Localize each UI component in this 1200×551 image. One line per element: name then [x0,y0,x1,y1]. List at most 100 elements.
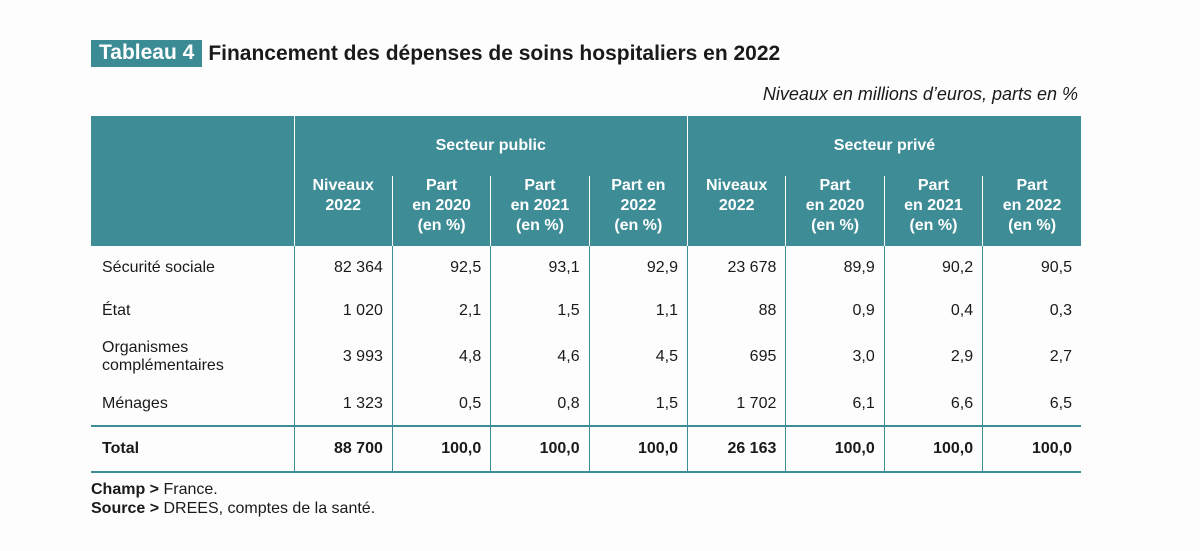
source-label: Source > [91,500,160,517]
table-cell: 1 702 [686,382,786,426]
financing-table: Secteur public Secteur privé Niveaux 2022… [91,116,1081,473]
row-label: Sécurité sociale [91,246,294,289]
table-cell: 23 678 [686,246,786,289]
table-cell: 4,5 [588,332,688,382]
row-label-line: Ménages [102,394,168,412]
table-cell: 90,5 [982,246,1081,289]
column-header-line: 2022 [325,197,361,214]
total-row: Total 88 700 100,0 100,0 100,0 26 163 100,0 100… [91,425,1081,473]
column-header-line: 2022 [620,197,657,214]
row-label-line: complémentaires [102,357,224,374]
header-corner [91,116,294,246]
column-header-line: Part [917,177,949,194]
table-cell: 93,1 [490,246,590,289]
row-label: Ménages [91,382,294,426]
column-header: Part en 2021 (en %) [883,176,983,246]
total-cell: 100,0 [785,425,885,473]
column-header: Part en 2022 (en %) [588,176,688,246]
column-header-line: (en %) [1008,217,1057,234]
row-label-line: Sécurité sociale [102,258,215,276]
table-cell: 1 020 [293,289,393,332]
champ-text: France. [163,481,218,498]
champ-label: Champ > [91,481,160,498]
total-cell: 100,0 [588,425,688,473]
total-cell: 100,0 [883,425,983,473]
row-label-line: Organismes [102,339,189,356]
column-header-line: (en %) [417,217,466,234]
table-cell: 1,1 [588,289,688,332]
column-header-line: en 2020 [412,197,471,214]
column-header-line: Niveaux [706,177,768,194]
total-cell: 88 700 [293,425,393,473]
table-cell: 2,9 [883,332,983,382]
total-label: Total [91,425,294,473]
total-cell: 26 163 [686,425,786,473]
table-cell: 1,5 [490,289,590,332]
row-label: Organismes complémentaires [91,332,294,382]
table-title: Tableau 4 Financement des dépenses de so… [91,40,780,67]
column-header-line: en 2021 [510,197,570,214]
column-header-line: 2022 [718,197,755,214]
table-cell: 6,1 [785,382,885,426]
column-header-line: (en %) [909,217,958,234]
table-cell: 6,5 [982,382,1081,426]
row-label-line: État [102,301,131,319]
column-header-line: en 2021 [904,197,963,214]
footnote-source: Source > DREES, comptes de la santé. [91,499,375,518]
total-cell: 100,0 [982,425,1081,473]
column-header-line: (en %) [811,217,860,234]
group-header-public: Secteur public [293,116,688,176]
table-cell: 4,8 [391,332,491,382]
column-header: Part en 2020 (en %) [785,176,885,246]
table-cell: 2,1 [391,289,491,332]
column-header: Part en 2020 (en %) [391,176,491,246]
row-label: État [91,289,294,332]
table-cell: 4,6 [490,332,590,382]
column-header-line: Part [1016,177,1048,194]
table-cell: 2,7 [982,332,1081,382]
column-header-line: (en %) [515,217,564,234]
table-row: Organismes complémentaires 3 993 4,8 4,6 4,5 6… [91,332,1081,382]
column-header: Part en 2022 (en %) [982,176,1081,246]
total-cell: 100,0 [490,425,590,473]
group-header-private: Secteur privé [687,116,1081,176]
column-header-line: en 2022 [1002,197,1062,214]
table-cell: 0,8 [490,382,590,426]
table-row: Sécurité sociale 82 364 92,5 93,1 92,9 23 678… [91,246,1081,289]
table-cell: 3,0 [785,332,885,382]
table-cell: 3 993 [293,332,393,382]
table-cell: 90,2 [883,246,983,289]
table-cell: 695 [686,332,786,382]
total-cell: 100,0 [391,425,491,473]
column-header: Niveaux 2022 [686,176,786,246]
table-row: Ménages 1 323 0,5 0,8 1,5 1 702 6,1 6,6 6,5 [91,382,1081,426]
column-header-line: Part en [611,177,666,194]
table-cell: 89,9 [785,246,885,289]
column-header-line: Niveaux [312,177,374,194]
column-header: Part en 2021 (en %) [490,176,590,246]
column-header-line: (en %) [614,217,663,234]
table-cell: 6,6 [883,382,983,426]
column-header-line: Part [819,177,851,194]
table-cell: 0,5 [391,382,491,426]
column-header-line: en 2020 [805,197,865,214]
column-header-line: Part [524,177,556,194]
footnotes: Champ > France. Source > DREES, comptes … [91,480,375,518]
footnote-champ: Champ > France. [91,480,375,499]
table-cell: 1 323 [293,382,393,426]
table-row: État 1 020 2,1 1,5 1,1 88 0,9 0,4 0,3 [91,289,1081,332]
table-cell: 1,5 [588,382,688,426]
table-cell: 88 [686,289,786,332]
column-header: Niveaux 2022 [293,176,393,246]
table-cell: 92,5 [391,246,491,289]
table-cell: 0,3 [982,289,1081,332]
source-text: DREES, comptes de la santé. [163,500,376,517]
table-cell: 0,4 [883,289,983,332]
table-title-text: Financement des dépenses de soins hospit… [208,41,781,65]
table-cell: 92,9 [588,246,688,289]
table-cell: 82 364 [293,246,393,289]
table-number-tag: Tableau 4 [91,40,203,67]
column-header-line: Part [426,177,458,194]
table-cell: 0,9 [785,289,885,332]
units-note: Niveaux en millions d’euros, parts en % [762,84,1078,104]
